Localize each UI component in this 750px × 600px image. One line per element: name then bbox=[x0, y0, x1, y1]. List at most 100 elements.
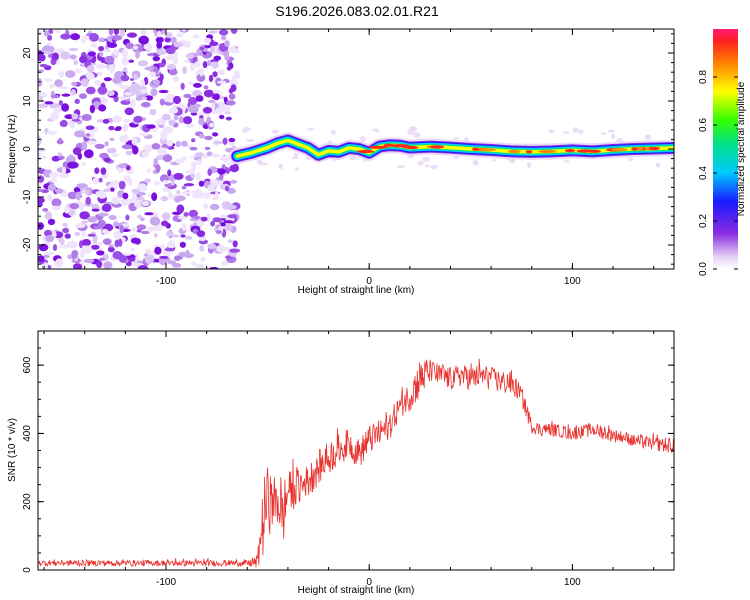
noise-speckle bbox=[228, 88, 234, 94]
x-tick-label: 0 bbox=[366, 276, 372, 287]
noise-speckle bbox=[118, 180, 126, 190]
noise-speckle bbox=[159, 73, 164, 81]
noise-speckle bbox=[55, 258, 64, 267]
noise-speckle bbox=[70, 88, 76, 96]
ridge-peak bbox=[537, 149, 557, 154]
noise-speckle bbox=[38, 78, 43, 87]
noise-speckle bbox=[204, 135, 213, 141]
noise-speckle bbox=[38, 182, 42, 188]
noise-speckle bbox=[152, 56, 160, 62]
noise-speckle bbox=[44, 229, 52, 237]
noise-speckle bbox=[196, 172, 201, 181]
noise-speckle bbox=[224, 40, 230, 47]
noise-speckle bbox=[124, 107, 134, 116]
noise-speckle bbox=[166, 63, 177, 71]
noise-speckle bbox=[191, 190, 199, 195]
noise-speckle bbox=[216, 106, 224, 113]
noise-speckle bbox=[46, 130, 58, 135]
noise-speckle bbox=[74, 98, 80, 104]
noise-speckle bbox=[175, 158, 184, 164]
noise-speckle bbox=[164, 37, 172, 43]
noise-speckle bbox=[52, 244, 58, 251]
noise-speckle bbox=[91, 208, 100, 212]
noise-speckle bbox=[172, 56, 179, 65]
noise-speckle bbox=[206, 60, 212, 67]
noise-speckle bbox=[54, 29, 62, 34]
faint-speckle bbox=[424, 164, 429, 168]
noise-speckle bbox=[81, 162, 86, 166]
noise-speckle bbox=[166, 140, 174, 147]
faint-speckle bbox=[374, 128, 380, 133]
noise-speckle bbox=[194, 61, 201, 68]
noise-speckle bbox=[102, 48, 111, 53]
noise-speckle bbox=[121, 56, 129, 66]
faint-speckle bbox=[413, 132, 421, 138]
noise-speckle bbox=[108, 244, 114, 248]
noise-speckle bbox=[72, 147, 82, 156]
faint-speckle bbox=[417, 160, 424, 166]
y-tick-label: 0 bbox=[22, 146, 33, 152]
noise-speckle bbox=[132, 145, 139, 155]
noise-speckle bbox=[128, 59, 135, 63]
noise-speckle bbox=[152, 223, 163, 232]
noise-speckle bbox=[78, 93, 88, 99]
noise-speckle bbox=[141, 200, 150, 206]
noise-speckle bbox=[108, 29, 114, 36]
noise-speckle bbox=[87, 233, 96, 237]
noise-speckle bbox=[161, 220, 169, 227]
noise-speckle bbox=[62, 223, 68, 227]
noise-speckle bbox=[76, 183, 88, 189]
noise-speckle bbox=[98, 37, 107, 43]
noise-speckle bbox=[233, 70, 240, 78]
y-tick-label: 10 bbox=[22, 95, 33, 107]
noise-speckle bbox=[38, 255, 45, 263]
noise-speckle bbox=[224, 185, 230, 192]
noise-speckle bbox=[181, 155, 187, 162]
noise-speckle bbox=[200, 216, 208, 222]
noise-speckle bbox=[220, 35, 227, 41]
noise-speckle bbox=[69, 202, 80, 210]
noise-speckle bbox=[136, 86, 147, 90]
noise-speckle bbox=[149, 108, 157, 116]
noise-speckle bbox=[141, 151, 150, 158]
noise-speckle bbox=[137, 60, 149, 67]
colorbar-tick-label: 0.0 bbox=[698, 262, 709, 276]
snr-plot-area bbox=[38, 358, 674, 568]
noise-speckle bbox=[39, 63, 48, 68]
y-tick-label: 20 bbox=[22, 47, 33, 59]
noise-speckle bbox=[67, 191, 78, 200]
noise-speckle bbox=[45, 251, 56, 255]
noise-speckle bbox=[159, 255, 169, 259]
noise-speckle bbox=[219, 29, 229, 36]
noise-speckle bbox=[67, 254, 73, 260]
noise-speckle bbox=[112, 222, 120, 227]
noise-speckle bbox=[183, 93, 192, 99]
noise-speckle bbox=[100, 167, 107, 175]
noise-speckle bbox=[99, 97, 106, 102]
noise-speckle bbox=[178, 116, 185, 124]
noise-speckle bbox=[135, 95, 142, 101]
noise-speckle bbox=[217, 80, 227, 84]
noise-speckle bbox=[213, 93, 220, 101]
colorbar-label: Normalized spectral amplitude bbox=[736, 81, 747, 216]
noise-speckle bbox=[112, 152, 119, 158]
noise-speckle bbox=[68, 209, 75, 216]
noise-speckle bbox=[38, 53, 46, 62]
noise-speckle bbox=[130, 247, 135, 252]
noise-speckle bbox=[194, 152, 204, 158]
noise-speckle bbox=[234, 210, 240, 215]
noise-speckle bbox=[48, 172, 59, 178]
noise-speckle bbox=[110, 187, 115, 192]
noise-speckle bbox=[149, 216, 161, 226]
noise-speckle bbox=[92, 177, 99, 185]
snr-frame bbox=[37, 330, 675, 571]
faint-speckle bbox=[607, 129, 615, 133]
noise-speckle bbox=[98, 104, 107, 112]
noise-speckle bbox=[112, 77, 122, 84]
noise-speckle bbox=[120, 197, 130, 206]
noise-speckle bbox=[190, 163, 196, 173]
noise-speckle bbox=[83, 149, 94, 159]
noise-speckle bbox=[224, 223, 233, 231]
noise-speckle bbox=[80, 78, 89, 87]
noise-speckle bbox=[121, 223, 130, 227]
